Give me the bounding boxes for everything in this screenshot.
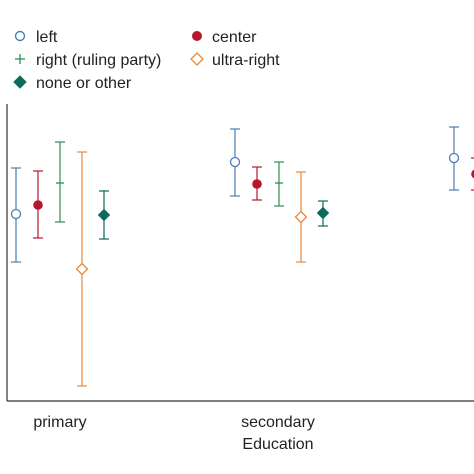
- legend-marker-right-ruling-party: [15, 54, 25, 64]
- point-none-or-other-secondary: [316, 206, 330, 220]
- point-center-third: [471, 169, 474, 179]
- point-left-third: [448, 152, 460, 164]
- point-ultra-right-primary: [75, 262, 89, 276]
- legend-marker-center: [192, 31, 202, 41]
- legend-label-center: center: [212, 29, 257, 46]
- legend-marker-ultra-right: [190, 52, 204, 66]
- legend-label-none-or-other: none or other: [36, 75, 132, 92]
- point-ultra-right-secondary: [294, 210, 308, 224]
- legend-marker-none-or-other: [13, 75, 27, 89]
- point-left-secondary: [229, 156, 241, 168]
- point-center-primary: [33, 200, 43, 210]
- data-marks: [10, 126, 474, 387]
- x-tick-label-primary: primary: [33, 414, 86, 431]
- x-axis-label: Education: [242, 436, 313, 453]
- legend-item-none-or-other: none or other: [13, 75, 132, 92]
- legend-item-left: left: [14, 29, 58, 46]
- point-center-secondary: [252, 179, 262, 189]
- legend-item-ultra-right: ultra-right: [190, 52, 280, 69]
- legend-label-left: left: [36, 29, 58, 46]
- legend-label-right-ruling-party: right (ruling party): [36, 52, 161, 69]
- legend-item-center: center: [192, 29, 257, 46]
- point-none-or-other-primary: [97, 208, 111, 222]
- legend-item-right-ruling-party: right (ruling party): [15, 52, 161, 69]
- point-left-primary: [10, 208, 22, 220]
- legend-marker-left: [14, 30, 26, 42]
- x-tick-label-secondary: secondary: [241, 414, 315, 431]
- legend: left right (ruling party) none or other …: [13, 29, 280, 92]
- legend-label-ultra-right: ultra-right: [212, 52, 280, 69]
